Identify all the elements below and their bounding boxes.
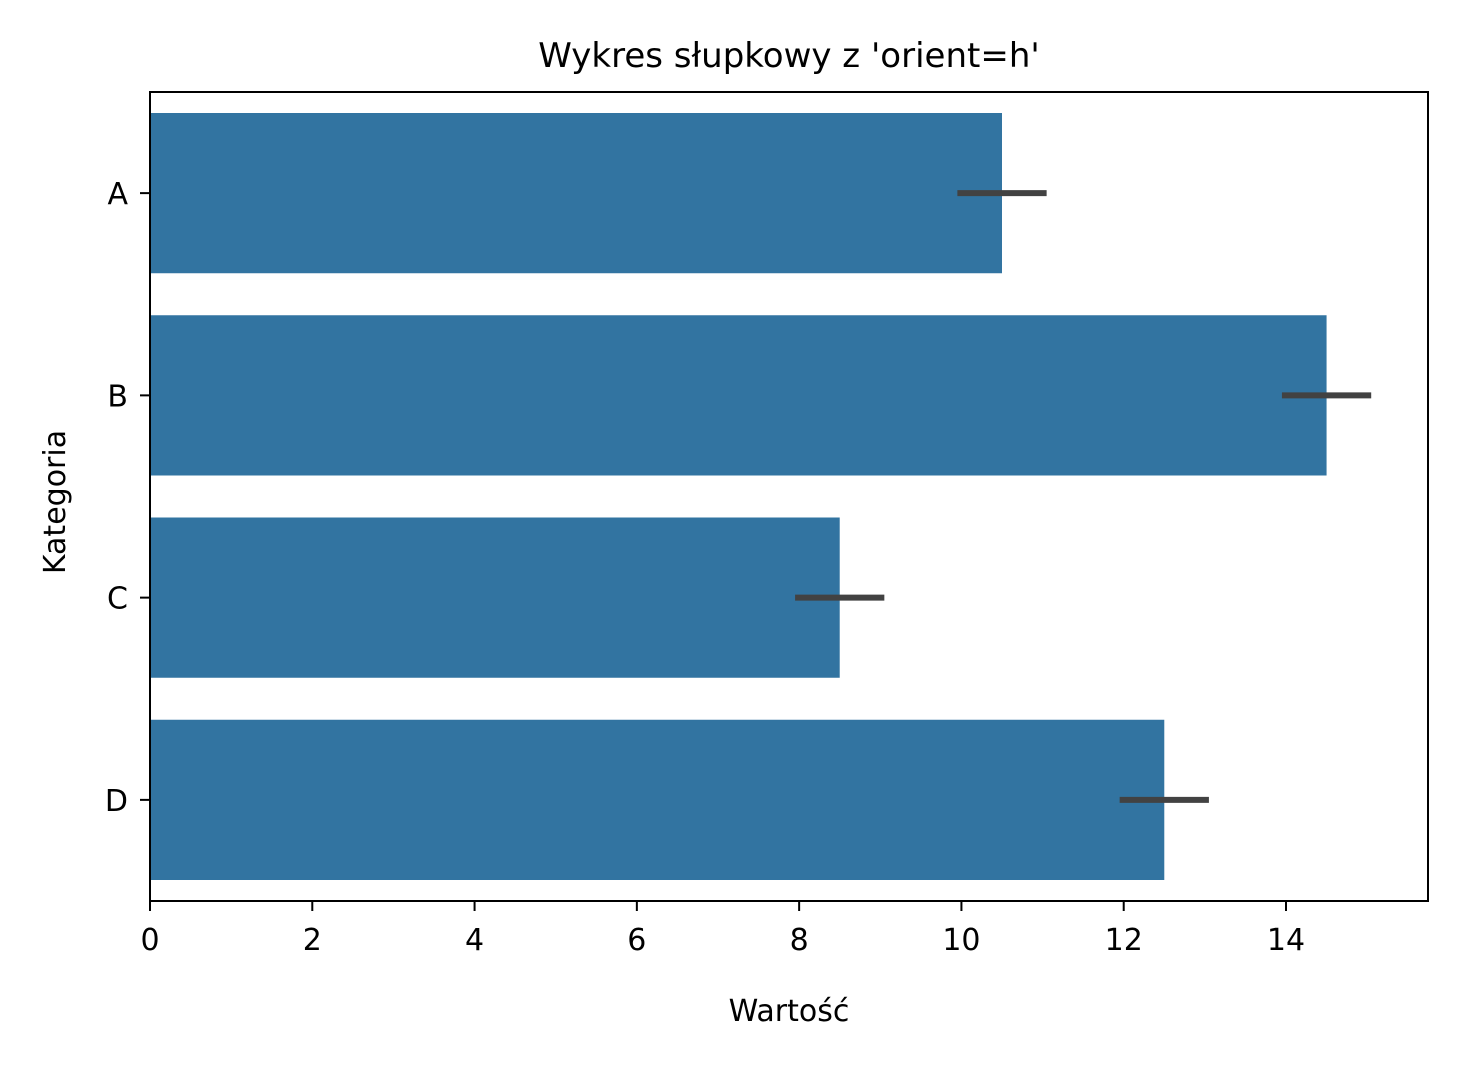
x-tick-label-10: 10	[942, 923, 980, 958]
error-bars-layer	[795, 190, 1372, 803]
chart-title: Wykres słupkowy z 'orient=h'	[538, 36, 1039, 76]
x-tick-label-14: 14	[1267, 923, 1305, 958]
y-tick-label-a: A	[107, 177, 128, 212]
bars-layer	[150, 113, 1327, 880]
y-axis: A B C D	[105, 177, 150, 819]
bar-b	[150, 315, 1327, 476]
x-axis: 0 2 4 6 8 10 12 14	[140, 901, 1305, 958]
x-tick-label-8: 8	[790, 923, 809, 958]
x-tick-label-6: 6	[627, 923, 646, 958]
plot-frame	[149, 91, 1429, 902]
y-axis-label: Kategoria	[38, 430, 73, 574]
bar-a	[150, 113, 1002, 274]
bar-d	[150, 719, 1165, 880]
x-tick-label-12: 12	[1105, 923, 1143, 958]
x-tick-label-0: 0	[140, 923, 159, 958]
bar-c	[150, 517, 840, 678]
y-tick-label-b: B	[107, 379, 128, 414]
x-tick-label-4: 4	[465, 923, 484, 958]
y-tick-label-d: D	[105, 784, 128, 819]
x-tick-label-2: 2	[303, 923, 322, 958]
x-axis-label: Wartość	[729, 994, 850, 1029]
y-tick-label-c: C	[107, 582, 128, 617]
